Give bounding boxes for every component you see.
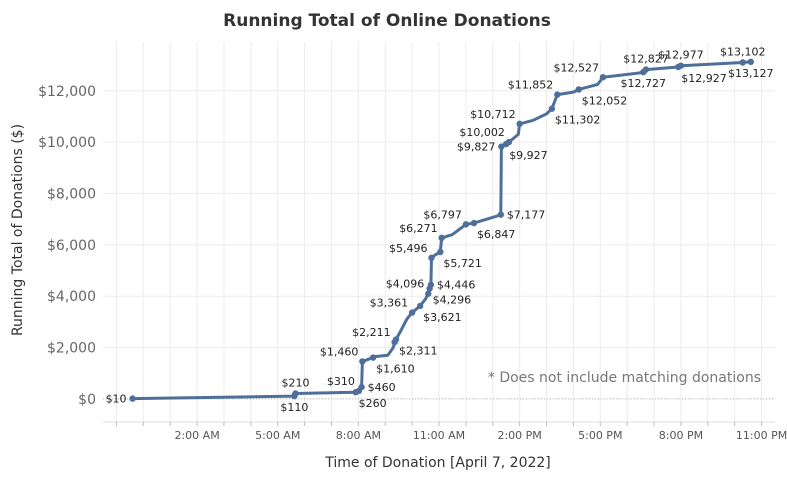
y-tick-label: $2,000 bbox=[47, 341, 96, 357]
data-label: $12,927 bbox=[681, 72, 727, 85]
footnote: * Does not include matching donations bbox=[488, 370, 761, 386]
data-point bbox=[437, 248, 444, 256]
x-tick-label: 8:00 PM bbox=[659, 429, 703, 442]
data-label: $1,460 bbox=[320, 345, 359, 358]
x-tick-label: 2:00 AM bbox=[174, 429, 219, 442]
x-tick-label: 11:00 PM bbox=[736, 429, 787, 442]
x-tick-label: 5:00 PM bbox=[578, 429, 622, 442]
data-point bbox=[462, 221, 470, 228]
data-label: $10 bbox=[106, 393, 127, 406]
data-label: $12,827 bbox=[623, 53, 669, 66]
y-tick-label: $10,000 bbox=[38, 135, 96, 151]
data-label: $10,712 bbox=[470, 108, 516, 121]
data-point bbox=[554, 91, 561, 98]
chart-title: Running Total of Online Donations bbox=[223, 11, 551, 31]
data-point bbox=[392, 336, 400, 343]
data-label: $13,102 bbox=[720, 45, 766, 58]
data-point bbox=[292, 390, 299, 397]
data-label: $6,847 bbox=[477, 228, 515, 241]
data-point bbox=[416, 302, 424, 310]
data-label: $2,211 bbox=[352, 326, 391, 339]
data-point bbox=[425, 290, 432, 297]
data-label: $2,311 bbox=[399, 345, 438, 358]
data-label: $3,621 bbox=[423, 311, 462, 324]
data-point bbox=[497, 211, 505, 218]
data-point bbox=[642, 66, 650, 73]
data-point bbox=[739, 59, 746, 66]
data-point bbox=[575, 86, 582, 93]
x-axis-title: Time of Donation [April 7, 2022] bbox=[324, 455, 551, 471]
y-tick-label: $4,000 bbox=[47, 289, 96, 305]
data-label: $5,721 bbox=[443, 257, 482, 270]
y-tick-label: $0 bbox=[78, 392, 96, 408]
gridlines bbox=[103, 42, 775, 422]
data-label: $3,361 bbox=[370, 297, 409, 310]
x-tick-label: 8:00 AM bbox=[336, 429, 381, 442]
data-label: $13,127 bbox=[728, 67, 774, 80]
data-label: $310 bbox=[327, 375, 355, 388]
data-points bbox=[129, 58, 755, 402]
data-point bbox=[408, 309, 416, 316]
data-label: $5,496 bbox=[389, 242, 428, 255]
series-line bbox=[131, 60, 753, 401]
data-label: $10,002 bbox=[459, 126, 505, 139]
data-labels: $10 $110 $210 $260 $310 $460 $1,460 $1,610 $2,21… bbox=[106, 45, 774, 414]
data-label: $9,827 bbox=[457, 141, 496, 154]
data-point bbox=[358, 383, 365, 391]
data-label: $12,727 bbox=[621, 77, 667, 90]
data-point bbox=[359, 358, 366, 365]
data-point bbox=[516, 120, 523, 128]
running-total-line bbox=[131, 60, 753, 401]
data-point bbox=[498, 143, 505, 150]
data-point bbox=[599, 74, 607, 81]
x-tick-label: 2:00 PM bbox=[497, 429, 541, 442]
data-label: $6,797 bbox=[423, 208, 462, 221]
data-point bbox=[677, 62, 685, 69]
data-label: $11,852 bbox=[508, 79, 554, 92]
data-point bbox=[747, 58, 755, 66]
data-point bbox=[548, 105, 556, 112]
data-point bbox=[427, 281, 435, 288]
data-label: $1,610 bbox=[376, 363, 415, 376]
data-label: $260 bbox=[359, 397, 387, 410]
data-point bbox=[470, 219, 478, 227]
data-point bbox=[438, 234, 445, 242]
data-label: $210 bbox=[281, 377, 309, 390]
data-point bbox=[129, 395, 136, 402]
data-label: $12,527 bbox=[553, 61, 599, 74]
data-label: $4,446 bbox=[437, 279, 476, 292]
data-label: $4,296 bbox=[433, 294, 472, 307]
data-point bbox=[505, 138, 513, 146]
data-label: $4,096 bbox=[386, 278, 425, 291]
data-point bbox=[428, 254, 435, 261]
axes: $0 $2,000 $4,000 $6,000 $8,000 $10,000 $12,000… bbox=[38, 84, 787, 442]
data-point bbox=[369, 354, 377, 361]
data-label: $6,271 bbox=[399, 222, 438, 235]
x-tick-label: 11:00 AM bbox=[413, 429, 465, 442]
x-tick-label: 5:00 AM bbox=[255, 429, 300, 442]
data-label: $460 bbox=[368, 381, 396, 394]
data-label: $9,927 bbox=[509, 149, 548, 162]
data-label: $7,177 bbox=[507, 209, 545, 222]
data-label: $12,052 bbox=[582, 94, 628, 107]
y-tick-label: $12,000 bbox=[38, 84, 96, 100]
y-axis-title: Running Total of Donations ($) bbox=[10, 124, 26, 336]
data-label: $110 bbox=[280, 401, 308, 414]
y-tick-label: $8,000 bbox=[47, 186, 96, 202]
data-label: $11,302 bbox=[555, 114, 601, 127]
y-tick-label: $6,000 bbox=[47, 238, 96, 254]
data-label: $12,977 bbox=[658, 49, 704, 62]
